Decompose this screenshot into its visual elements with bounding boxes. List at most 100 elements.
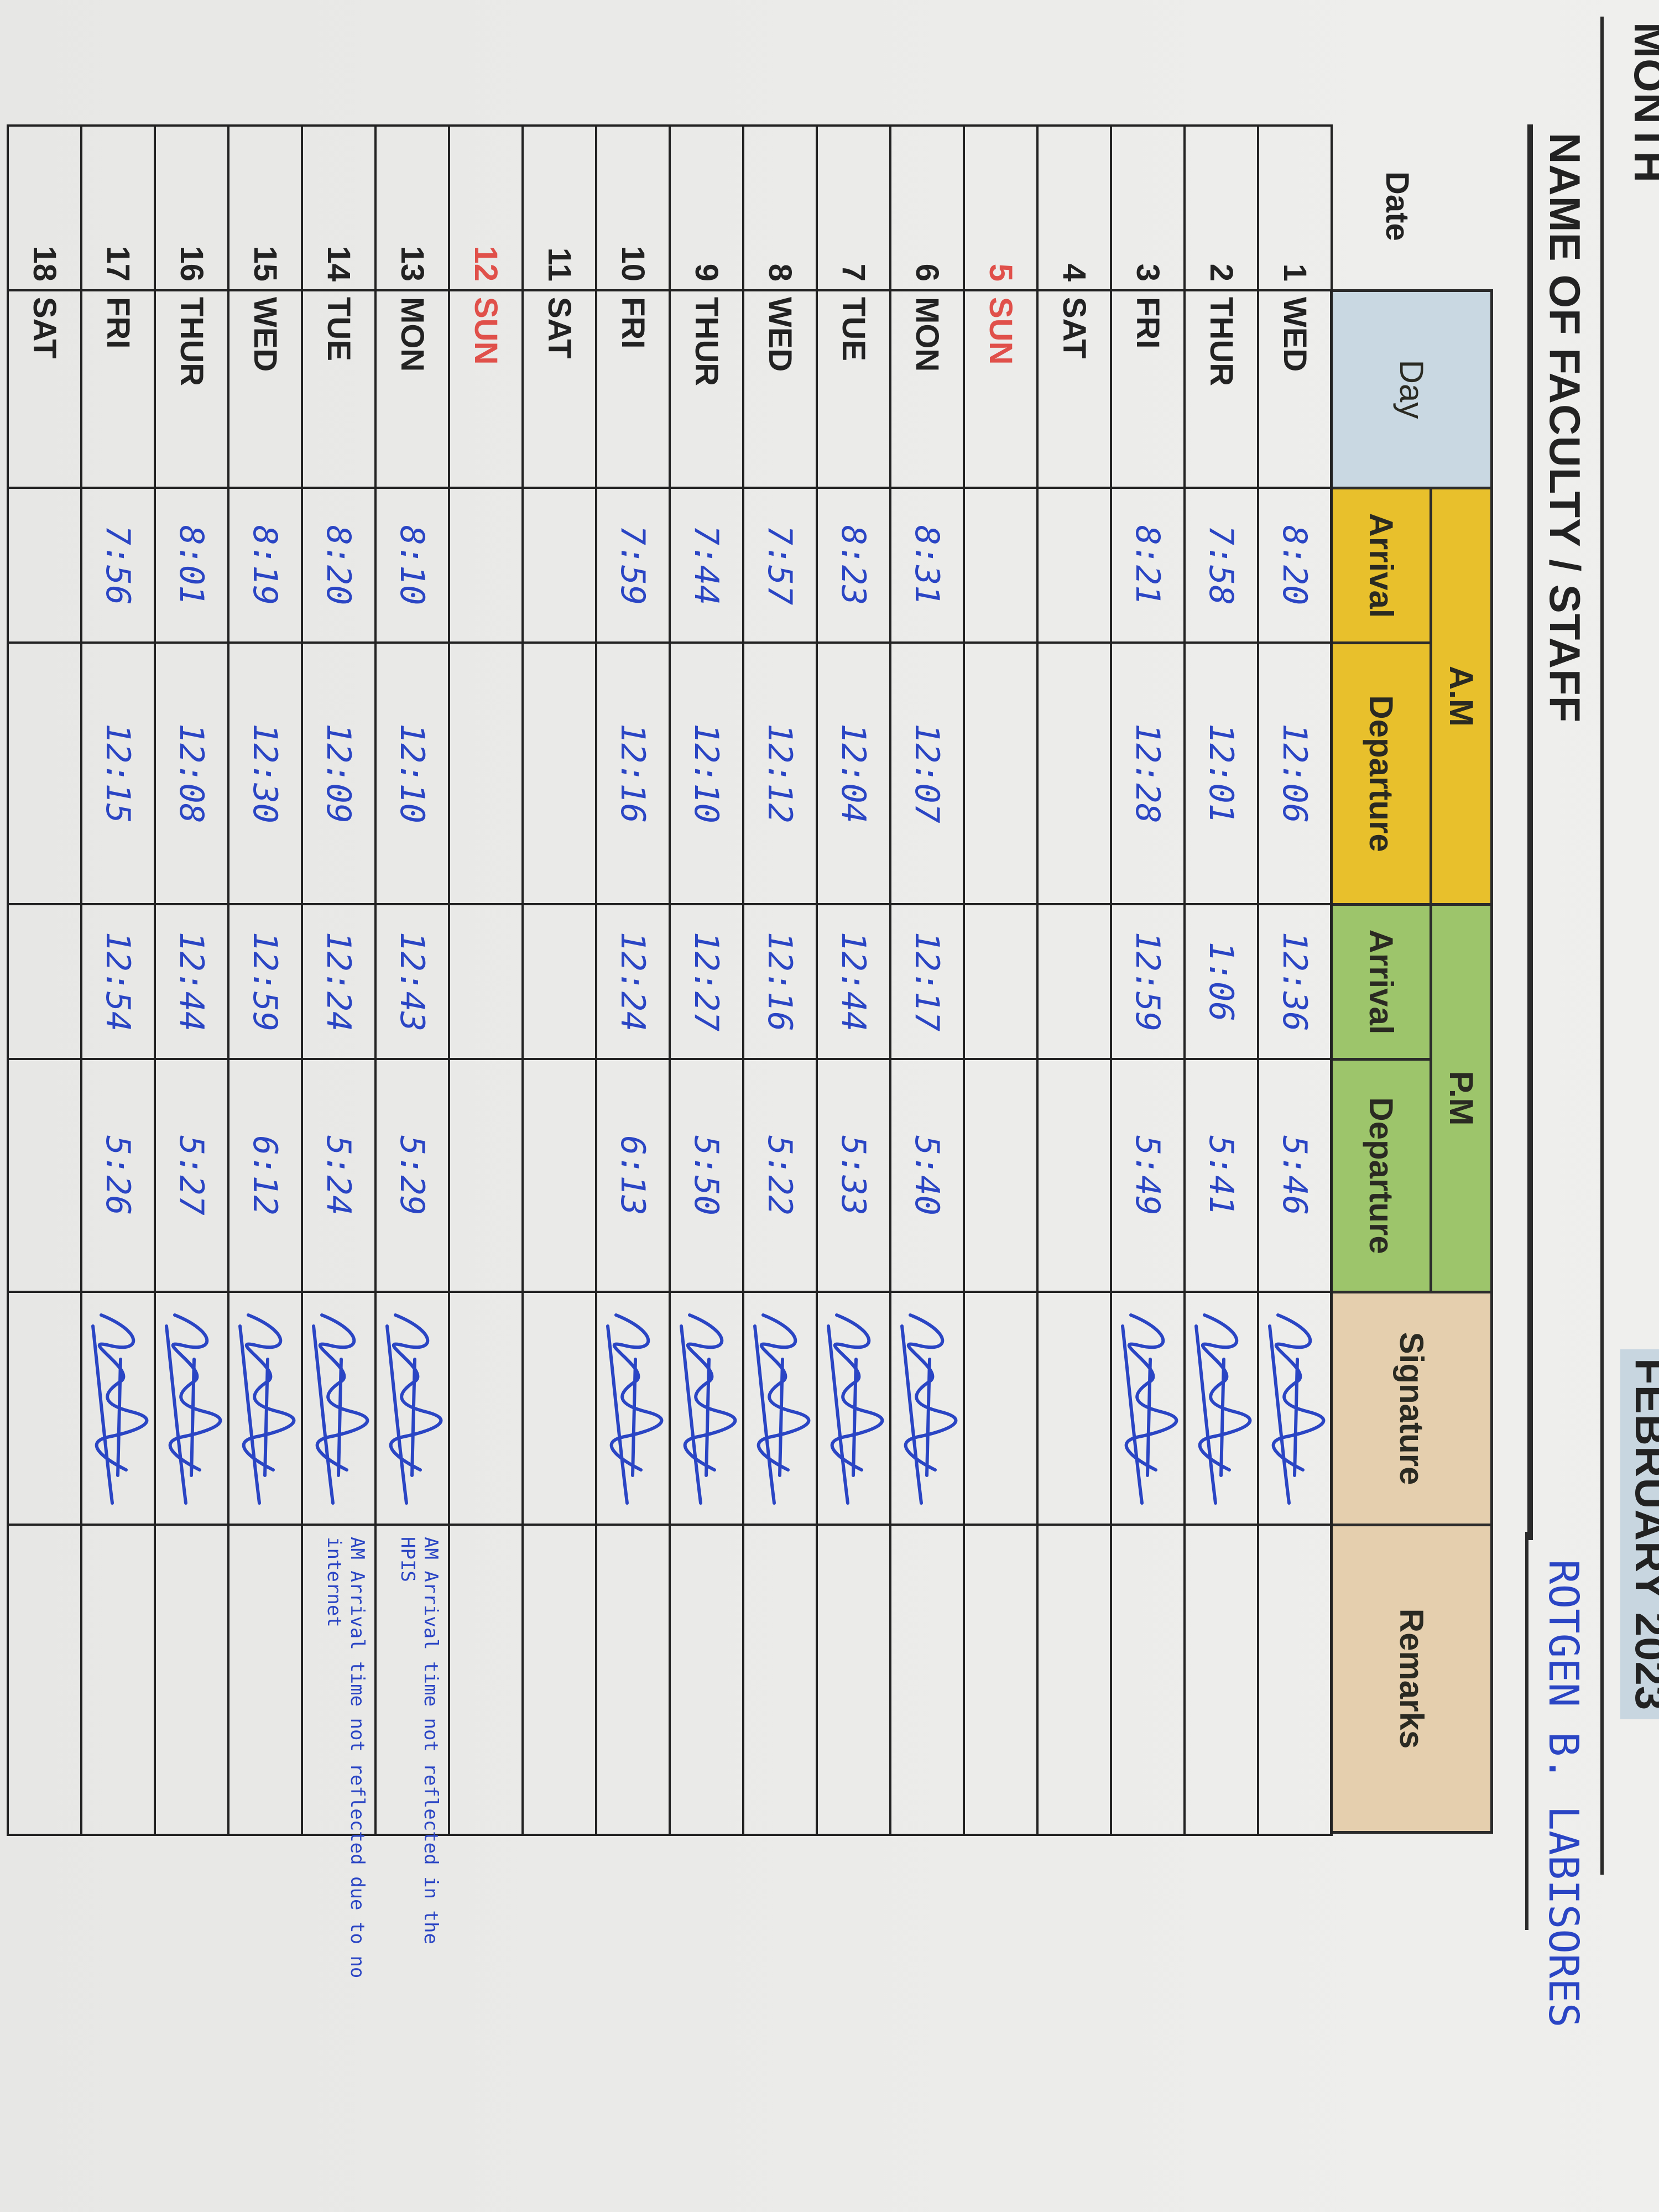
- pm-arrival-time: 12:24: [319, 931, 358, 1032]
- am-departure-time: 12:09: [319, 723, 358, 823]
- name-value-underline: [1525, 1532, 1528, 1930]
- pm-arrival-time: 12:17: [907, 931, 947, 1032]
- pm-departure-cell: 6:13: [595, 1058, 671, 1293]
- signature-mark: [606, 1313, 664, 1505]
- pm-departure-cell: 5:46: [1257, 1058, 1333, 1293]
- pm-arrival-time: 12:27: [687, 931, 726, 1032]
- date-number: 3: [1130, 263, 1166, 281]
- day-name: SAT: [27, 297, 62, 359]
- pm-header-label: P.M: [1443, 1071, 1480, 1126]
- am-departure-cell: 12:15: [80, 641, 156, 905]
- pm-departure-header: Departure: [1330, 1058, 1432, 1293]
- pm-arrival-cell: 12:24: [595, 903, 671, 1060]
- signature-cell: [816, 1291, 891, 1526]
- am-departure-cell: 12:09: [301, 641, 377, 905]
- am-departure-time: 12:15: [98, 723, 138, 823]
- am-arrival-cell: [448, 487, 524, 644]
- date-number: 6: [909, 263, 945, 281]
- am-arrival-time: 8:20: [319, 525, 358, 606]
- date-number: 16: [174, 246, 210, 281]
- am-arrival-time: 7:57: [760, 525, 800, 606]
- date-number: 14: [321, 246, 357, 281]
- am-departure-cell: 12:10: [374, 641, 450, 905]
- pm-departure-label: Departure: [1363, 1097, 1400, 1254]
- am-arrival-time: 8:31: [907, 525, 947, 606]
- date-cell: 14: [301, 124, 377, 291]
- date-cell: 6: [889, 124, 965, 291]
- am-arrival-cell: 8:20: [301, 487, 377, 644]
- am-departure-cell: 12:28: [1110, 641, 1186, 905]
- pm-departure-time: 5:22: [760, 1135, 800, 1215]
- am-departure-time: 12:12: [760, 723, 800, 823]
- day-header-label: Day: [1393, 359, 1430, 419]
- pm-arrival-time: 1:06: [1202, 941, 1241, 1022]
- name-value: ROTGEN B. LABISORES: [1540, 1559, 1587, 2028]
- date-number: 12: [468, 246, 504, 281]
- day-cell: THUR: [669, 289, 744, 489]
- pm-departure-time: 5:24: [319, 1135, 358, 1215]
- date-cell: 4: [1036, 124, 1112, 291]
- am-departure-header: Departure: [1330, 641, 1432, 906]
- pm-arrival-time: 12:43: [393, 931, 432, 1032]
- signature-mark: [165, 1313, 222, 1505]
- pm-departure-time: 6:12: [246, 1135, 285, 1215]
- am-arrival-time: 8:20: [1275, 525, 1314, 606]
- am-departure-cell: 12:16: [595, 641, 671, 905]
- pm-departure-cell: 5:40: [889, 1058, 965, 1293]
- am-arrival-time: 7:44: [687, 525, 726, 606]
- date-cell: 13: [374, 124, 450, 291]
- day-name: SAT: [541, 297, 577, 359]
- remarks-cell: [595, 1524, 671, 1836]
- am-departure-time: 12:04: [834, 723, 873, 823]
- am-arrival-cell: 7:57: [742, 487, 818, 644]
- remarks-cell: [1110, 1524, 1186, 1836]
- signature-mark: [91, 1313, 149, 1505]
- pm-arrival-cell: 12:24: [301, 903, 377, 1060]
- day-cell: THUR: [154, 289, 229, 489]
- day-name: FRI: [1130, 297, 1166, 349]
- signature-mark: [1268, 1313, 1326, 1505]
- am-arrival-cell: 8:19: [227, 487, 303, 644]
- signature-mark: [1121, 1313, 1178, 1505]
- am-departure-cell: 12:04: [816, 641, 891, 905]
- pm-arrival-time: 12:59: [1128, 931, 1167, 1032]
- remarks-cell: [7, 1524, 82, 1836]
- remarks-cell: [963, 1524, 1039, 1836]
- am-arrival-cell: 7:56: [80, 487, 156, 644]
- pm-arrival-label: Arrival: [1363, 929, 1400, 1035]
- pm-departure-time: 5:41: [1202, 1135, 1241, 1215]
- date-number: 5: [983, 263, 1019, 281]
- am-arrival-cell: 8:23: [816, 487, 891, 644]
- remarks-text: AM Arrival time not reflected due to no …: [323, 1537, 368, 1979]
- pm-departure-cell: [7, 1058, 82, 1293]
- month-value: FEBRUARY 2023: [1620, 1349, 1659, 1720]
- pm-departure-cell: [1036, 1058, 1112, 1293]
- am-arrival-cell: 7:58: [1183, 487, 1259, 644]
- remarks-cell: [742, 1524, 818, 1836]
- remarks-cell: [1257, 1524, 1333, 1836]
- day-name: WED: [762, 297, 798, 372]
- pm-departure-time: 5:46: [1275, 1135, 1314, 1215]
- am-departure-time: 12:07: [907, 723, 947, 823]
- signature-cell: [669, 1291, 744, 1526]
- day-name: THUR: [174, 297, 210, 387]
- pm-departure-cell: [963, 1058, 1039, 1293]
- name-label: NAME OF FACULTY / STAFF: [1541, 133, 1589, 723]
- pm-arrival-cell: 12:44: [154, 903, 229, 1060]
- pm-departure-cell: 5:41: [1183, 1058, 1259, 1293]
- day-cell: THUR: [1183, 289, 1259, 489]
- signature-cell: [1110, 1291, 1186, 1526]
- date-number: 8: [762, 263, 798, 281]
- am-arrival-label: Arrival: [1363, 513, 1400, 618]
- day-name: WED: [1277, 297, 1313, 372]
- signature-cell: [889, 1291, 965, 1526]
- day-name: THUR: [688, 297, 724, 387]
- pm-departure-cell: 5:26: [80, 1058, 156, 1293]
- day-name: SUN: [468, 297, 504, 365]
- signature-cell: [80, 1291, 156, 1526]
- signature-mark: [238, 1313, 296, 1505]
- pm-arrival-cell: [963, 903, 1039, 1060]
- am-arrival-time: 7:58: [1202, 525, 1241, 606]
- date-cell: 3: [1110, 124, 1186, 291]
- signature-cell: [1257, 1291, 1333, 1526]
